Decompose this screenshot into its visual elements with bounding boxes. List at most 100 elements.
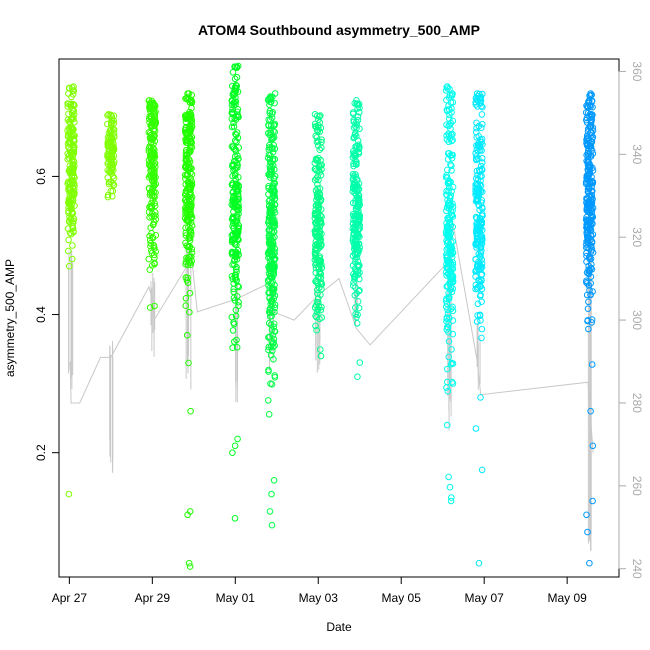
data-point	[588, 361, 596, 368]
data-point	[473, 128, 480, 136]
data-point	[583, 238, 590, 245]
data-point	[233, 138, 240, 145]
data-point	[318, 303, 325, 311]
data-point	[312, 312, 319, 320]
data-point	[270, 220, 278, 227]
data-point	[231, 137, 239, 144]
data-point	[146, 304, 154, 311]
data-point	[147, 151, 155, 159]
data-point	[449, 130, 456, 138]
data-point	[230, 167, 237, 174]
data-point	[473, 96, 480, 103]
data-point	[449, 303, 456, 311]
data-point	[147, 173, 155, 180]
data-point	[229, 327, 237, 334]
data-point	[65, 247, 72, 255]
data-point	[585, 270, 593, 278]
data-point	[65, 100, 72, 108]
data-point	[316, 284, 323, 291]
data-point	[312, 254, 320, 262]
data-point	[311, 211, 319, 219]
data-point	[66, 178, 73, 186]
data-point	[266, 94, 274, 101]
data-point	[69, 126, 76, 133]
data-point	[473, 185, 481, 193]
data-point	[349, 234, 357, 242]
data-point	[476, 312, 484, 320]
data-point	[354, 263, 362, 271]
data-point	[355, 304, 363, 312]
data-point	[232, 98, 240, 105]
data-point	[472, 255, 479, 263]
data-point	[233, 344, 241, 351]
data-point	[316, 273, 323, 281]
data-point	[472, 149, 480, 157]
data-point	[589, 497, 596, 505]
data-point	[447, 272, 454, 280]
data-point	[445, 353, 453, 361]
data-point	[232, 63, 239, 71]
data-point	[184, 90, 191, 97]
data-point	[449, 203, 457, 210]
data-point	[182, 258, 190, 266]
data-point	[349, 110, 357, 118]
data-point	[312, 322, 319, 330]
data-point	[150, 105, 158, 113]
data-point	[110, 126, 117, 133]
data-point	[265, 216, 273, 224]
data-point	[587, 163, 594, 170]
data-point	[475, 191, 482, 199]
data-point	[231, 87, 239, 94]
data-point	[588, 188, 595, 195]
data-point	[446, 111, 453, 119]
data-point	[356, 213, 363, 220]
data-point	[110, 117, 117, 124]
data-point	[584, 317, 592, 324]
data-point	[446, 247, 454, 254]
data-point	[186, 563, 194, 570]
data-point	[231, 184, 239, 192]
data-point	[108, 117, 115, 124]
data-point	[232, 147, 240, 155]
data-point	[106, 161, 114, 169]
data-point	[442, 173, 450, 181]
data-point	[313, 138, 321, 146]
data-point	[588, 319, 596, 326]
data-point	[265, 122, 273, 130]
data-point	[186, 124, 194, 131]
data-point	[265, 270, 273, 277]
data-point	[447, 99, 455, 106]
data-point	[234, 206, 241, 213]
data-point	[583, 217, 591, 224]
data-point	[229, 344, 236, 352]
data-point	[65, 118, 73, 125]
data-point	[315, 176, 322, 184]
data-point	[267, 247, 274, 255]
data-point	[449, 285, 457, 293]
data-point	[270, 271, 277, 279]
data-point	[355, 287, 363, 295]
data-point	[582, 180, 590, 188]
data-point	[585, 98, 593, 106]
data-point	[105, 178, 113, 186]
data-point	[443, 187, 450, 195]
data-point	[473, 215, 481, 222]
data-point	[104, 112, 111, 119]
x-axis-label: Date	[326, 620, 352, 634]
data-point	[233, 64, 241, 71]
data-point	[313, 134, 321, 141]
data-point	[182, 260, 189, 268]
data-point	[352, 171, 359, 178]
data-point	[589, 178, 597, 186]
data-point	[446, 233, 454, 241]
data-point	[186, 289, 194, 297]
data-point	[586, 201, 593, 208]
data-point	[583, 511, 590, 519]
data-point	[353, 240, 361, 247]
data-point	[583, 249, 590, 257]
y2-tick-label: 300	[630, 310, 644, 330]
data-point	[448, 243, 455, 251]
data-point	[351, 243, 359, 251]
data-point	[151, 199, 158, 207]
